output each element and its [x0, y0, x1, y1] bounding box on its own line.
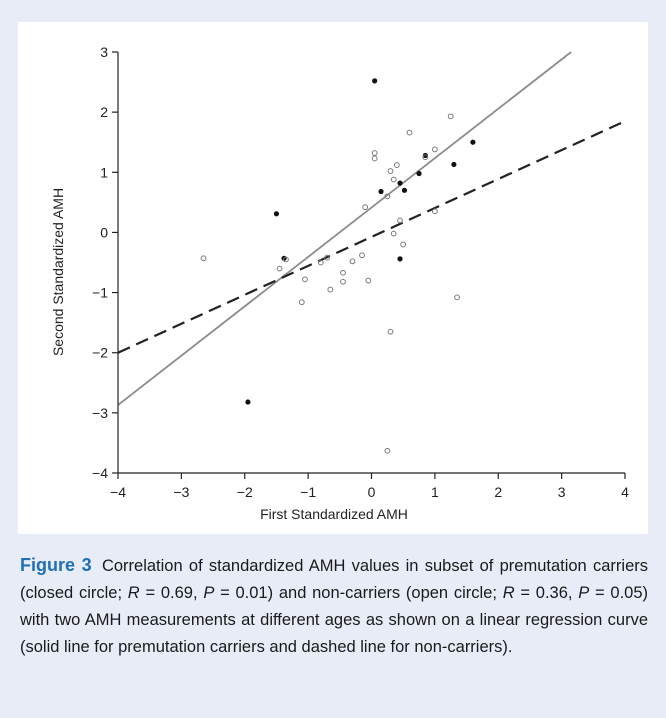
x-tick-label: 4 — [621, 484, 629, 500]
non-carrier-point — [340, 278, 346, 285]
non-carrier-point — [324, 254, 331, 261]
carrier-point — [451, 161, 457, 168]
x-tick-label: 1 — [431, 484, 439, 500]
x-tick-label: 3 — [558, 484, 566, 500]
carrier-point — [397, 256, 403, 262]
non-carrier-point — [371, 155, 378, 162]
y-tick-label: 2 — [100, 104, 108, 120]
non-carrier-regression-line — [117, 120, 626, 354]
caption-r-symbol: R — [502, 584, 515, 602]
x-axis-label: First Standardized AMH — [260, 506, 408, 522]
y-tick-label: −2 — [92, 345, 108, 361]
non-carrier-point — [200, 255, 207, 262]
caption-p1-value: = 0.01) and non-carriers (open circle; — [214, 584, 503, 602]
non-carrier-point — [390, 176, 397, 183]
x-tick-label: −3 — [173, 484, 189, 500]
non-carrier-point — [365, 277, 372, 284]
figure-caption: Figure 3 Correlation of standardized AMH… — [20, 552, 648, 661]
non-carrier-point — [384, 193, 391, 200]
y-tick-label: 3 — [100, 44, 108, 60]
caption-r-symbol: R — [127, 584, 140, 602]
non-carrier-point — [349, 258, 356, 265]
non-carrier-point — [400, 241, 407, 248]
caption-r1-value: = 0.69, — [139, 584, 204, 602]
data-points — [200, 78, 476, 454]
y-axis-label: Second Standardized AMH — [50, 188, 66, 356]
x-tick-label: 0 — [368, 484, 376, 500]
x-tick-label: −2 — [237, 484, 253, 500]
non-carrier-point — [431, 146, 438, 153]
x-tick-label: −1 — [300, 484, 316, 500]
non-carrier-point — [454, 294, 460, 301]
carrier-point — [470, 139, 476, 145]
non-carrier-point — [276, 265, 283, 272]
non-carrier-point — [387, 168, 394, 174]
non-carrier-point — [393, 162, 400, 168]
carrier-point — [416, 170, 422, 177]
carrier-point — [422, 152, 428, 159]
caption-text-1: Correlation of standardized AMH values i… — [20, 557, 648, 602]
scatter-chart: −4 −3 −2 −1 0 1 2 3 4 −4 −3 −2 −1 0 1 2 3 First Standard… — [50, 44, 629, 522]
non-carrier-point — [447, 113, 454, 120]
x-tick-label: −4 — [110, 484, 126, 500]
non-carrier-point — [390, 230, 397, 237]
non-carrier-point — [371, 150, 378, 156]
plot-panel: −4 −3 −2 −1 0 1 2 3 4 −4 −3 −2 −1 0 1 2 3 First Standard… — [18, 22, 648, 534]
non-carrier-point — [397, 217, 403, 224]
non-carrier-point — [327, 286, 334, 293]
non-carrier-point — [283, 256, 289, 263]
y-tick-label: −3 — [92, 405, 108, 421]
non-carrier-point — [422, 154, 429, 161]
y-tick-label: −4 — [92, 465, 108, 481]
non-carrier-point — [384, 447, 391, 454]
x-tick-label: 2 — [494, 484, 502, 500]
non-carrier-point — [406, 129, 413, 136]
carrier-point — [372, 78, 378, 84]
y-tick-label: 0 — [100, 224, 108, 240]
carrier-point — [378, 188, 384, 195]
non-carrier-point — [317, 259, 324, 266]
non-carrier-point — [298, 299, 305, 306]
carrier-point — [397, 180, 403, 186]
caption-p2-value: = 0.05) with two AMH measurements at dif… — [20, 584, 649, 656]
non-carrier-point — [302, 276, 308, 283]
non-carrier-point — [387, 328, 394, 335]
non-carrier-point — [359, 252, 365, 259]
caption-p-symbol: P — [578, 584, 590, 602]
carrier-point — [401, 187, 408, 193]
caption-p-symbol: P — [203, 584, 215, 602]
carrier-regression-line — [117, 51, 572, 406]
non-carrier-point — [431, 208, 438, 215]
regression-lines — [117, 51, 626, 406]
carrier-point — [273, 211, 280, 217]
figure-label: Figure 3 — [20, 555, 92, 575]
non-carrier-point — [340, 269, 346, 276]
carrier-point — [245, 399, 251, 405]
axes: −4 −3 −2 −1 0 1 2 3 4 −4 −3 −2 −1 0 1 2 3 — [92, 44, 629, 500]
y-tick-label: −1 — [92, 285, 108, 301]
y-tick-label: 1 — [100, 164, 108, 180]
caption-r2-value: = 0.36, — [514, 584, 579, 602]
non-carrier-point — [362, 204, 369, 211]
